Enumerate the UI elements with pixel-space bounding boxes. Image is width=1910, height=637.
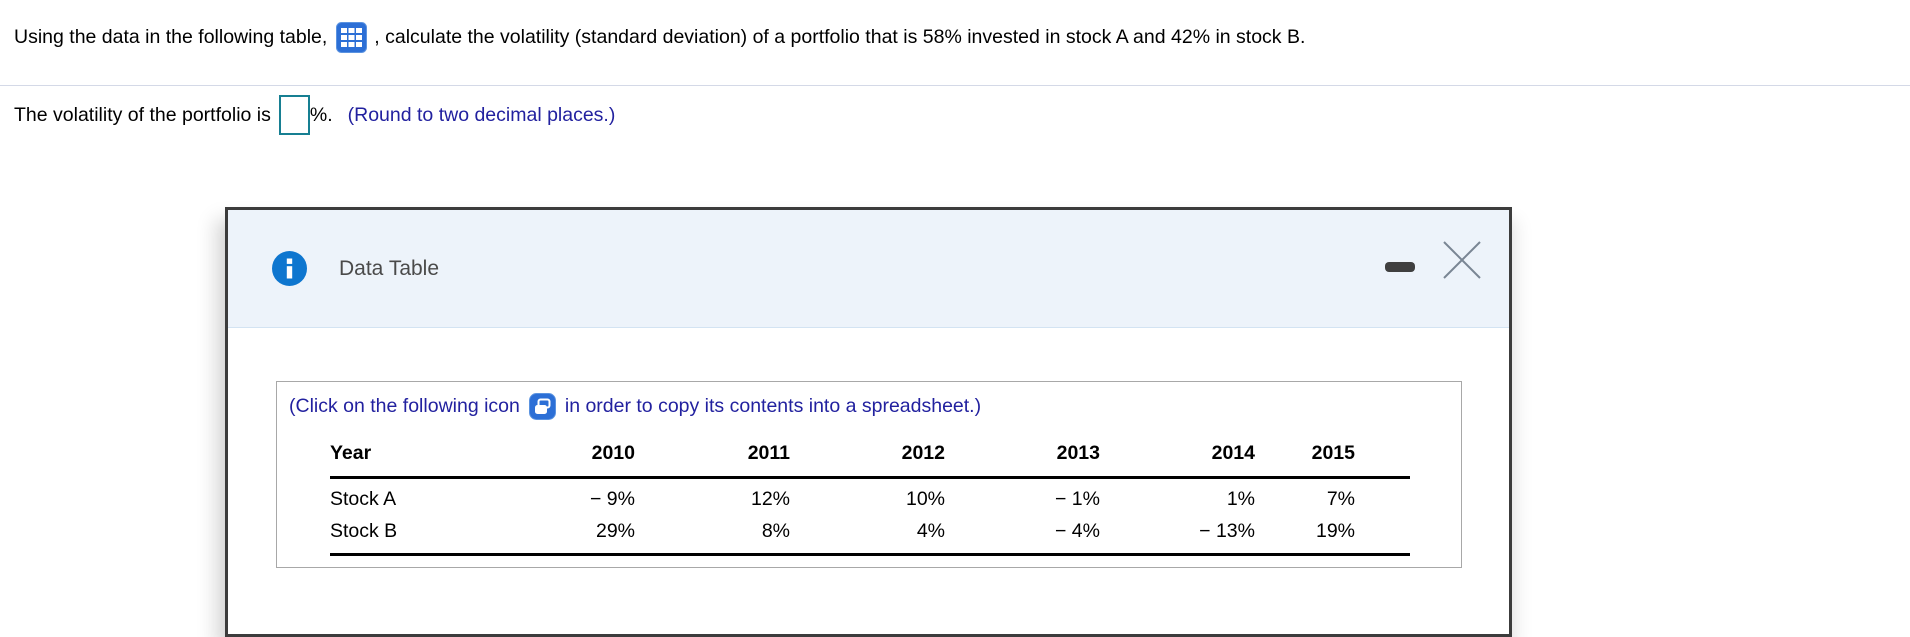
question-line: Using the data in the following table, ,…: [14, 22, 1890, 53]
returns-table: Year 2010 2011 2012 2013 2014 2015 Stock…: [330, 442, 1410, 556]
volatility-input[interactable]: [278, 95, 310, 135]
table-header-row: Year 2010 2011 2012 2013 2014 2015: [330, 442, 1410, 478]
table-cell: 12%: [750, 488, 790, 510]
question-text-after: , calculate the volatility (standard dev…: [374, 26, 1306, 48]
table-frame: (Click on the following icon in order to…: [276, 381, 1462, 568]
copy-to-spreadsheet-icon[interactable]: [528, 393, 556, 420]
minimize-button[interactable]: [1385, 262, 1415, 272]
header-2015: 2015: [1311, 442, 1355, 464]
header-2012: 2012: [901, 442, 945, 464]
instruction-text-before: (Click on the following icon: [289, 395, 520, 417]
instruction-text-after: in order to copy its contents into a spr…: [564, 395, 982, 417]
table-row-stock-b: Stock B 29% 8% 4% − 4% − 13% 19%: [330, 511, 1410, 555]
table-cell: 7%: [1326, 488, 1355, 510]
rounding-hint: (Round to two decimal places.): [347, 103, 616, 126]
close-button[interactable]: [1440, 238, 1484, 282]
table-cell: 1%: [1226, 488, 1255, 510]
table-cell: 19%: [1315, 520, 1355, 542]
header-2013: 2013: [1056, 442, 1100, 464]
header-2011: 2011: [747, 442, 790, 464]
row-label: Stock A: [330, 488, 397, 510]
info-icon: [272, 251, 307, 286]
table-cell: − 13%: [1199, 520, 1255, 542]
table-cell: 10%: [905, 488, 945, 510]
dialog-header: Data Table: [228, 210, 1509, 328]
section-divider: [0, 85, 1910, 86]
header-2010: 2010: [591, 442, 635, 464]
header-2014: 2014: [1211, 442, 1255, 464]
table-cell: 29%: [595, 520, 635, 542]
row-label: Stock B: [330, 520, 398, 542]
spreadsheet-table-icon[interactable]: [336, 22, 368, 53]
data-table-dialog: Data Table (Click on the following icon …: [225, 207, 1512, 637]
table-cell: 4%: [916, 520, 945, 542]
table-row-stock-a: Stock A − 9% 12% 10% − 1% 1% 7%: [330, 478, 1410, 512]
table-cell: 8%: [761, 520, 790, 542]
table-cell: − 4%: [1055, 520, 1100, 542]
table-cell: − 1%: [1055, 488, 1100, 510]
answer-percent-sign: %.: [309, 103, 333, 126]
dialog-title: Data Table: [339, 256, 440, 280]
header-year: Year: [330, 442, 372, 464]
copy-instruction: (Click on the following icon in order to…: [277, 382, 1461, 420]
table-cell: − 9%: [590, 488, 635, 510]
question-text-before: Using the data in the following table,: [14, 26, 328, 48]
answer-text-before: The volatility of the portfolio is: [14, 103, 271, 126]
answer-line: The volatility of the portfolio is %. (R…: [14, 95, 615, 135]
